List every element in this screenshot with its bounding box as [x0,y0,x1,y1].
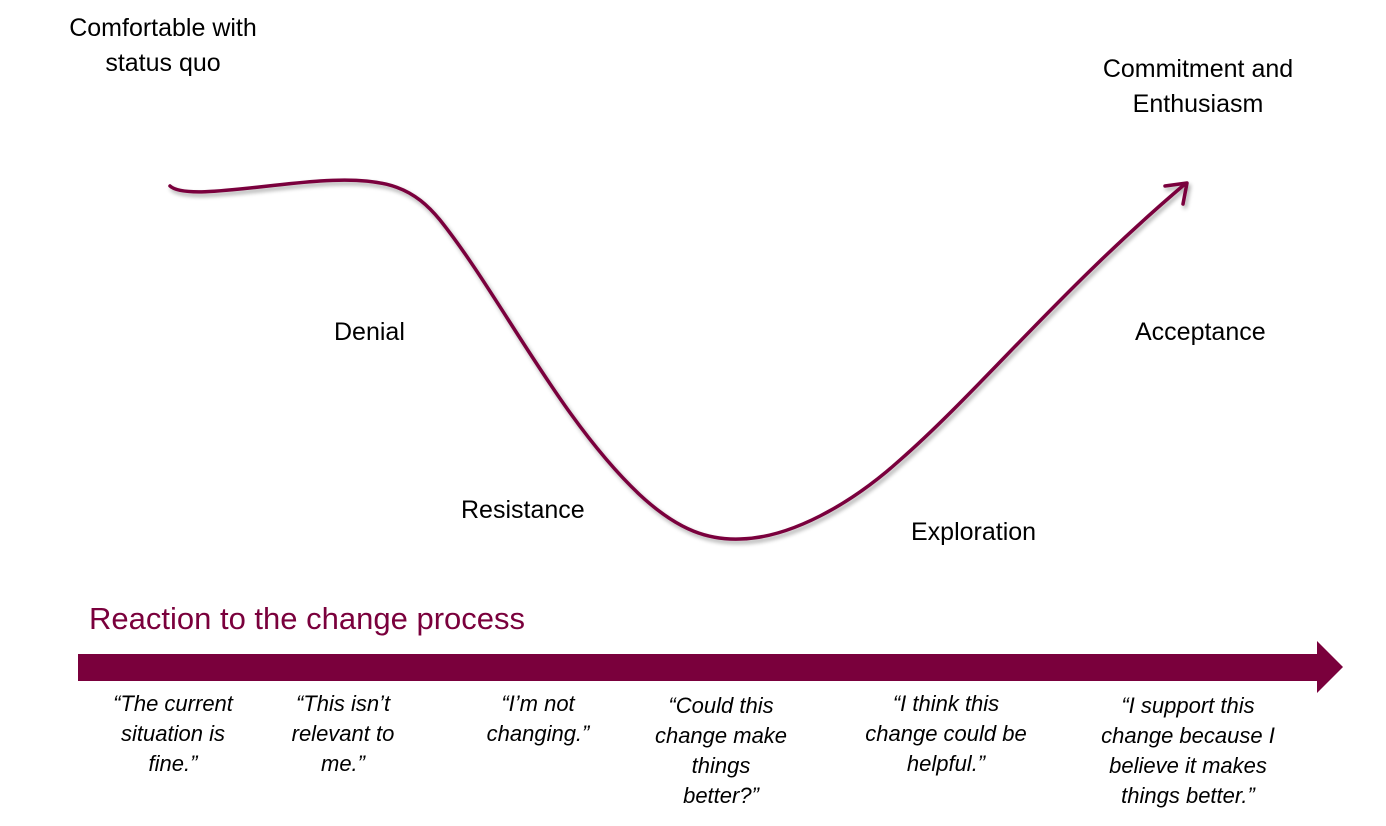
quote-line: change because I [1101,723,1275,748]
quote-line: “I support this [1121,693,1255,718]
stage-start-line: Comfortable with [69,14,257,42]
quote-line: “I’m not [501,691,575,716]
quote-1: “The current situation is fine.” [63,689,283,779]
quote-line: “This isn’t [295,691,391,716]
quote-line: “The current [113,691,233,716]
quote-line: believe it makes [1109,753,1267,778]
quote-3: “I’m not changing.” [428,689,648,749]
quote-line: “Could this [668,693,774,718]
quote-line: change make [654,723,788,748]
quote-line: relevant to [291,721,395,746]
change-curve [168,178,1189,541]
quote-line: changing.” [486,721,590,746]
quote-line: helpful.” [906,751,986,776]
quote-line: things [691,753,751,778]
stage-start-line: status quo [105,49,221,77]
axis-title: Reaction to the change process [89,601,525,636]
timeline-arrow [78,641,1343,693]
stage-denial: Denial [334,318,405,346]
stage-acceptance: Acceptance [1135,318,1266,346]
quote-line: situation is [121,721,225,746]
quote-5: “I think this change could be helpful.” [836,689,1056,779]
quote-line: change could be [865,721,1027,746]
quote-line: “I think this [892,691,1000,716]
stage-resistance: Resistance [461,496,585,524]
quote-line: better?” [683,783,759,808]
stage-start-label: Comfortable with status quo [69,11,257,81]
stage-end-line: Enthusiasm [1132,90,1264,118]
curve-arrowhead-icon [1163,181,1189,206]
quote-line: things better.” [1121,783,1255,808]
stage-exploration: Exploration [911,518,1037,546]
stage-end-label: Commitment and Enthusiasm [1103,52,1293,122]
quote-4: “Could this change make things better?” [611,691,831,811]
quote-line: me.” [321,751,365,776]
quote-line: fine.” [148,751,198,776]
stage-end-line: Commitment and [1102,55,1294,83]
quote-2: “This isn’t relevant to me.” [233,689,453,779]
quote-6: “I support this change because I believe… [1078,691,1298,811]
